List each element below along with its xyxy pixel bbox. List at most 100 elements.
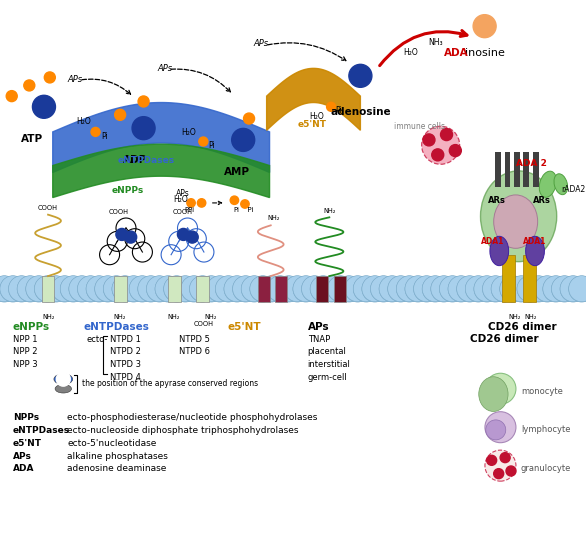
Circle shape	[95, 276, 121, 302]
Circle shape	[250, 276, 276, 302]
Text: H₂O: H₂O	[173, 195, 188, 204]
Circle shape	[52, 276, 77, 302]
Circle shape	[431, 276, 457, 302]
Text: germ-cell: germ-cell	[308, 373, 347, 382]
Circle shape	[172, 276, 198, 302]
Text: NH₂: NH₂	[167, 313, 179, 320]
Circle shape	[310, 276, 336, 302]
Text: ADA1: ADA1	[481, 238, 504, 246]
Text: adenosine: adenosine	[330, 107, 391, 116]
Circle shape	[207, 276, 233, 302]
Circle shape	[370, 276, 397, 302]
Ellipse shape	[493, 195, 538, 248]
Circle shape	[319, 276, 345, 302]
Text: H₂O: H₂O	[309, 112, 324, 121]
Circle shape	[432, 149, 444, 161]
Circle shape	[43, 276, 69, 302]
Circle shape	[24, 80, 35, 91]
Circle shape	[91, 128, 100, 136]
Circle shape	[431, 276, 457, 302]
Circle shape	[267, 276, 293, 302]
Circle shape	[310, 276, 336, 302]
Circle shape	[284, 276, 311, 302]
Ellipse shape	[481, 171, 557, 262]
Circle shape	[474, 276, 500, 302]
Circle shape	[275, 276, 302, 302]
Circle shape	[500, 276, 526, 302]
Circle shape	[0, 276, 18, 302]
Circle shape	[526, 276, 551, 302]
Circle shape	[345, 276, 370, 302]
Circle shape	[146, 276, 172, 302]
Bar	[505, 152, 510, 187]
Circle shape	[181, 276, 207, 302]
Circle shape	[456, 276, 483, 302]
Text: NTPD 4: NTPD 4	[110, 373, 141, 382]
Text: e5'NT: e5'NT	[13, 439, 42, 447]
Text: AMP: AMP	[224, 167, 250, 177]
Polygon shape	[53, 103, 270, 172]
Text: NH₂: NH₂	[113, 313, 125, 320]
Circle shape	[186, 231, 198, 243]
Circle shape	[405, 276, 431, 302]
Text: NPP 3: NPP 3	[13, 360, 38, 369]
Circle shape	[449, 145, 461, 156]
Circle shape	[379, 276, 405, 302]
Circle shape	[482, 276, 509, 302]
Circle shape	[465, 276, 491, 302]
Circle shape	[86, 276, 112, 302]
Circle shape	[32, 95, 56, 119]
Circle shape	[189, 276, 216, 302]
Circle shape	[560, 276, 586, 302]
Circle shape	[163, 276, 190, 302]
Text: COOH: COOH	[173, 209, 193, 215]
Text: eNPPs: eNPPs	[13, 322, 50, 332]
Text: ARs: ARs	[488, 196, 506, 205]
Circle shape	[26, 276, 52, 302]
Circle shape	[422, 276, 448, 302]
Circle shape	[482, 276, 509, 302]
Circle shape	[345, 276, 370, 302]
Circle shape	[405, 276, 431, 302]
Text: the position of the apyrase conserved regions: the position of the apyrase conserved re…	[82, 379, 258, 388]
Circle shape	[568, 276, 586, 302]
Circle shape	[534, 276, 560, 302]
Text: Pi: Pi	[233, 207, 239, 213]
Text: APs: APs	[176, 189, 189, 198]
Circle shape	[441, 129, 452, 140]
Text: ARs: ARs	[533, 196, 551, 205]
Circle shape	[241, 200, 249, 208]
Text: Pi: Pi	[335, 106, 342, 115]
Bar	[502, 255, 515, 302]
Circle shape	[0, 276, 18, 302]
Circle shape	[199, 137, 208, 146]
Circle shape	[349, 64, 372, 88]
Circle shape	[155, 276, 181, 302]
Circle shape	[485, 412, 516, 443]
Bar	[275, 276, 287, 302]
Ellipse shape	[490, 236, 509, 266]
Circle shape	[26, 276, 52, 302]
FancyArrowPatch shape	[171, 69, 230, 92]
Text: placental: placental	[308, 348, 346, 356]
Ellipse shape	[554, 174, 568, 195]
Circle shape	[448, 276, 474, 302]
Circle shape	[551, 276, 577, 302]
Bar	[533, 152, 539, 187]
Text: ecto-nucleoside diphosphate triphosphohydrolases: ecto-nucleoside diphosphate triphosphohy…	[67, 426, 299, 435]
FancyArrowPatch shape	[213, 201, 222, 205]
Text: Pi: Pi	[101, 132, 108, 140]
Bar	[316, 276, 328, 302]
Circle shape	[9, 276, 35, 302]
Ellipse shape	[54, 374, 73, 384]
Circle shape	[216, 276, 241, 302]
Circle shape	[103, 276, 130, 302]
Text: Pi: Pi	[243, 207, 254, 213]
Circle shape	[216, 276, 241, 302]
Circle shape	[506, 466, 516, 476]
Circle shape	[486, 420, 506, 440]
Circle shape	[491, 276, 517, 302]
Bar	[114, 276, 127, 302]
Text: APs: APs	[13, 452, 32, 460]
Circle shape	[456, 276, 483, 302]
